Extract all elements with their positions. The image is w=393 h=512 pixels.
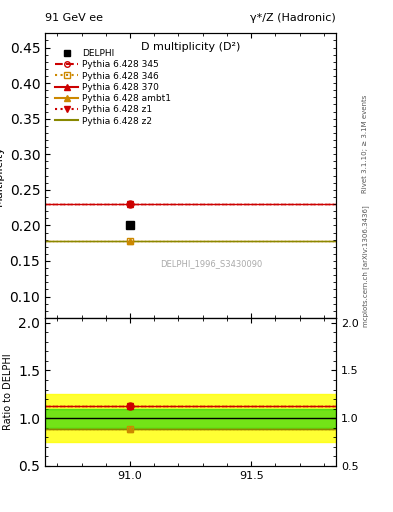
Legend: DELPHI, Pythia 6.428 345, Pythia 6.428 346, Pythia 6.428 370, Pythia 6.428 ambt1: DELPHI, Pythia 6.428 345, Pythia 6.428 3… bbox=[53, 46, 174, 129]
Text: Rivet 3.1.10; ≥ 3.1M events: Rivet 3.1.10; ≥ 3.1M events bbox=[362, 94, 369, 193]
Bar bbox=[45, 394, 336, 442]
Text: D multiplicity (D²): D multiplicity (D²) bbox=[141, 42, 240, 52]
Text: 91 GeV ee: 91 GeV ee bbox=[45, 13, 103, 23]
Y-axis label: Multiplicity: Multiplicity bbox=[0, 145, 4, 206]
Y-axis label: Ratio to DELPHI: Ratio to DELPHI bbox=[3, 354, 13, 430]
Text: γ*/Z (Hadronic): γ*/Z (Hadronic) bbox=[250, 13, 336, 23]
Bar bbox=[45, 409, 336, 428]
Text: DELPHI_1996_S3430090: DELPHI_1996_S3430090 bbox=[160, 260, 262, 268]
Text: mcplots.cern.ch [arXiv:1306.3436]: mcplots.cern.ch [arXiv:1306.3436] bbox=[362, 205, 369, 327]
